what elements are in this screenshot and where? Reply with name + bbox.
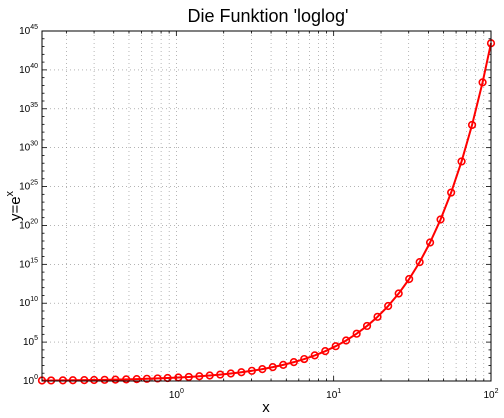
data-point	[405, 274, 414, 284]
data-point	[478, 78, 487, 87]
plot-area	[42, 31, 491, 381]
x-tick-label-exponent: 0	[180, 388, 184, 395]
data-point	[258, 365, 267, 374]
y-tick-label-exponent: 30	[30, 141, 38, 148]
data-point	[467, 120, 477, 130]
data-point	[436, 215, 445, 224]
data-point	[68, 376, 77, 385]
y-tick-label: 105	[23, 335, 38, 348]
data-point	[226, 369, 235, 378]
data-point	[247, 366, 256, 375]
data-point	[394, 289, 403, 298]
data-point	[80, 376, 89, 385]
y-axis-label-base: y=e	[7, 196, 24, 221]
x-tick-label: 102	[483, 388, 498, 401]
y-tick-label-exponent: 25	[30, 180, 38, 187]
data-point	[289, 358, 298, 367]
y-tick-label-base: 10	[19, 104, 31, 115]
y-tick-label-base: 10	[19, 259, 31, 270]
data-point	[447, 188, 456, 197]
y-axis-label: y=ex	[4, 190, 24, 221]
data-point	[111, 375, 120, 384]
data-point	[205, 371, 214, 380]
data-point	[384, 301, 393, 311]
y-tick-label-exponent: 15	[30, 257, 38, 264]
data-point	[331, 342, 340, 351]
data-point	[279, 360, 288, 369]
y-tick-label-base: 10	[23, 337, 35, 348]
x-axis-label: x	[262, 399, 270, 416]
data-point	[415, 257, 424, 267]
grid-lines	[42, 31, 492, 381]
x-tick-label-base: 10	[169, 390, 181, 401]
data-point	[342, 336, 351, 345]
y-tick-label: 1030	[19, 141, 38, 154]
y-tick-label-exponent: 20	[30, 218, 38, 225]
y-tick-label: 1015	[19, 257, 38, 270]
data-point	[425, 238, 435, 247]
y-tick-label-base: 10	[19, 65, 31, 76]
x-tick-labels: 100 101 102	[169, 388, 499, 401]
chart-title: Die Funktion 'loglog'	[188, 6, 349, 26]
y-tick-label-base: 10	[23, 376, 35, 387]
data-point	[100, 375, 109, 384]
y-tick-label: 1010	[19, 296, 38, 309]
data-point	[89, 375, 99, 385]
y-tick-label: 1045	[19, 24, 38, 37]
data-point	[237, 368, 246, 377]
y-tick-label-base: 10	[19, 143, 31, 154]
y-tick-label-exponent: 5	[34, 335, 38, 342]
y-tick-label-exponent: 10	[30, 296, 38, 303]
data-point	[142, 374, 152, 383]
y-tick-label: 1025	[19, 180, 38, 193]
data-point	[457, 157, 466, 166]
data-point	[58, 376, 67, 385]
y-tick-label-base: 10	[19, 182, 31, 193]
y-axis-label-sup: x	[4, 190, 16, 196]
x-tick-label-base: 10	[483, 390, 495, 401]
y-tick-label-base: 10	[19, 26, 31, 37]
y-tick-label: 1040	[19, 63, 38, 76]
data-point	[195, 372, 204, 381]
data-point	[310, 351, 319, 360]
data-markers	[37, 39, 496, 385]
y-tick-label: 100	[23, 374, 38, 387]
y-tick-label: 1020	[19, 218, 38, 231]
data-point	[362, 321, 372, 331]
data-point	[216, 370, 225, 379]
data-point	[47, 376, 56, 385]
data-point	[153, 374, 162, 383]
data-point	[300, 354, 309, 364]
y-tick-label-exponent: 35	[30, 102, 38, 109]
data-point	[268, 363, 277, 372]
y-tick-label-base: 10	[19, 298, 31, 309]
y-tick-label-exponent: 45	[30, 24, 38, 31]
data-point	[352, 329, 361, 338]
x-tick-label: 101	[326, 388, 341, 401]
x-tick-label: 100	[169, 388, 184, 401]
x-tick-label-exponent: 1	[337, 388, 341, 395]
x-tick-label-base: 10	[326, 390, 338, 401]
y-tick-label-base: 10	[19, 220, 31, 231]
y-tick-label-exponent: 40	[30, 63, 38, 70]
data-point	[122, 375, 131, 384]
x-tick-label-exponent: 2	[495, 388, 499, 395]
data-point	[184, 372, 193, 382]
plot-frame	[41, 30, 492, 382]
y-tick-label: 1035	[19, 102, 38, 115]
data-point	[373, 312, 382, 321]
data-point	[321, 347, 330, 356]
y-tick-label-exponent: 0	[34, 374, 38, 381]
data-point	[132, 375, 141, 384]
